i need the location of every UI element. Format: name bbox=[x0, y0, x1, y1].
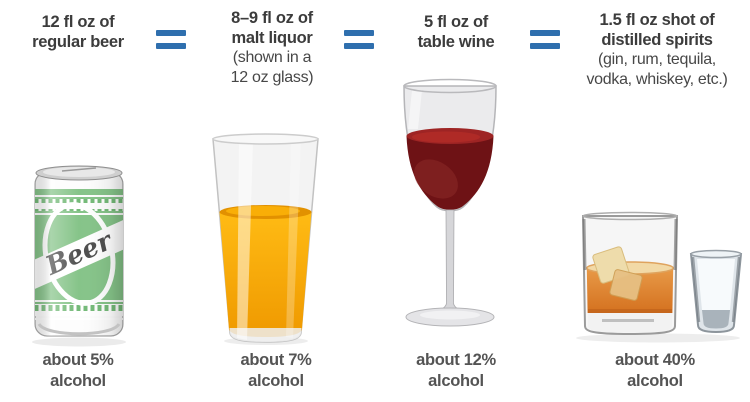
malt-subtitle-line2: 12 oz glass) bbox=[230, 68, 314, 86]
spirits-alcohol-line2: alcohol bbox=[627, 372, 683, 390]
beer-title-line1: 12 fl oz of bbox=[41, 13, 115, 31]
label-wine-alcohol: about 12% alcohol bbox=[386, 350, 526, 392]
wine-title-line1: 5 fl oz of bbox=[424, 13, 488, 31]
beer-can-graphic: Beer bbox=[32, 165, 126, 347]
spirits-title-line2: distilled spirits bbox=[601, 30, 713, 49]
spirits-subtitle-line2: vodka, whiskey, etc.) bbox=[586, 70, 728, 88]
column-header-malt-liquor: 8–9 fl oz of malt liquor (shown in a 12 … bbox=[204, 9, 340, 87]
pint-glass-graphic bbox=[212, 133, 319, 345]
spirits-alcohol-line1: about 40% bbox=[615, 351, 695, 369]
wine-alcohol-line1: about 12% bbox=[416, 351, 496, 369]
malt-title-line1: 8–9 fl oz of bbox=[231, 9, 313, 27]
equals-icon bbox=[530, 30, 560, 56]
column-header-wine: 5 fl oz of table wine bbox=[388, 13, 524, 52]
wine-title-line2: table wine bbox=[417, 32, 495, 51]
wine-alcohol-line2: alcohol bbox=[428, 372, 484, 390]
malt-alcohol-line2: alcohol bbox=[248, 372, 304, 390]
malt-subtitle-line1: (shown in a bbox=[232, 49, 312, 66]
label-spirits-alcohol: about 40% alcohol bbox=[585, 350, 725, 392]
equals-icon bbox=[156, 30, 186, 56]
malt-title-line2: malt liquor bbox=[231, 28, 313, 47]
spirits-subtitle-line1: (gin, rum, tequila, bbox=[598, 51, 716, 68]
rocks-and-shot-glass-graphic bbox=[576, 211, 743, 343]
beer-alcohol-line2: alcohol bbox=[50, 372, 106, 390]
spirits-title-line1: 1.5 fl oz shot of bbox=[599, 11, 715, 29]
wine-glass-graphic bbox=[403, 78, 497, 327]
beer-alcohol-line1: about 5% bbox=[42, 351, 114, 369]
label-malt-alcohol: about 7% alcohol bbox=[206, 350, 346, 392]
column-header-spirits: 1.5 fl oz shot of distilled spirits (gin… bbox=[566, 11, 748, 89]
beer-title-line2: regular beer bbox=[32, 32, 124, 51]
malt-alcohol-line1: about 7% bbox=[240, 351, 312, 369]
equals-icon bbox=[344, 30, 374, 56]
label-beer-alcohol: about 5% alcohol bbox=[8, 350, 148, 392]
column-header-beer: 12 fl oz of regular beer bbox=[10, 13, 146, 52]
